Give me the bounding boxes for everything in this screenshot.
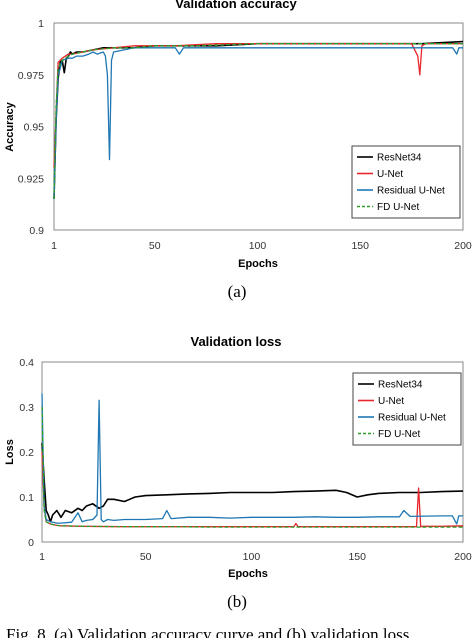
- chart-b-x-tick-label: 200: [454, 551, 472, 563]
- chart-a-x-tick-label: 100: [249, 240, 267, 252]
- chart-b-x-ticks: 1 50 100 150 200: [39, 551, 472, 563]
- chart-b-y-axis-label: Loss: [4, 439, 16, 465]
- chart-a-series-fd-u-net: [53, 43, 463, 199]
- chart-a-x-tick-label: 200: [454, 240, 472, 252]
- chart-b-y-ticks: 0 0.1 0.2 0.3 0.4: [19, 357, 34, 549]
- chart-a-plot-area: [53, 22, 464, 231]
- sub-label-b: (b): [227, 592, 247, 611]
- chart-b-series-residual-u-net: [41, 393, 463, 525]
- chart-b-title: Validation loss: [190, 334, 281, 349]
- chart-a-legend: ResNet34 U-Net Residual U-Net FD U-Net: [351, 145, 461, 219]
- chart-a-y-tick-label: 0.9: [29, 225, 44, 237]
- chart-a-x-ticks: 1 50 100 150 200: [51, 240, 472, 252]
- chart-b-y-tick-label: 0.1: [19, 492, 34, 504]
- sub-label-a: (a): [228, 282, 247, 301]
- chart-a-y-tick-label: 0.975: [18, 70, 44, 82]
- chart-a-x-tick-label: 50: [149, 240, 161, 252]
- chart-a-y-axis-label: Accuracy: [4, 101, 16, 151]
- chart-b-x-tick-label: 50: [140, 551, 152, 563]
- chart-b-legend-label: FD U-Net: [378, 429, 420, 440]
- chart-a-legend-label: U-Net: [377, 169, 403, 180]
- chart-a-x-tick-label: 1: [51, 240, 57, 252]
- chart-b-x-axis-label: Epochs: [228, 568, 268, 580]
- chart-a-series: [53, 40, 464, 199]
- chart-b-legend-box: [352, 372, 462, 446]
- chart-b-legend-label: Residual U-Net: [378, 413, 446, 424]
- chart-b-series-fd-u-net: [41, 406, 463, 528]
- chart-b-series: [41, 393, 464, 528]
- chart-b-legend: ResNet34 U-Net Residual U-Net FD U-Net: [352, 372, 462, 446]
- chart-b-series-resnet34: [41, 442, 464, 523]
- chart-a-legend-label: FD U-Net: [377, 202, 419, 213]
- chart-a-x-axis-label: Epochs: [238, 258, 278, 270]
- chart-b-y-tick-label: 0: [28, 537, 34, 549]
- chart-a-series-residual-u-net: [53, 47, 463, 199]
- chart-b-y-tick-label: 0.2: [19, 447, 34, 459]
- chart-b-x-tick-label: 100: [243, 551, 261, 563]
- chart-a-y-tick-label: 0.95: [24, 122, 45, 134]
- chart-b-x-tick-label: 150: [348, 551, 366, 563]
- chart-b-x-tick-label: 1: [39, 551, 45, 563]
- chart-b-y-tick-label: 0.3: [19, 402, 34, 414]
- figure-caption: Fig. 8. (a) Validation accuracy curve an…: [6, 625, 409, 638]
- chart-a-y-ticks: 0.9 0.925 0.95 0.975 1: [18, 18, 44, 237]
- chart-b-legend-label: U-Net: [378, 396, 404, 407]
- chart-a-legend-label: Residual U-Net: [377, 186, 445, 197]
- chart-a-x-tick-label: 150: [351, 240, 369, 252]
- chart-a-legend-label: ResNet34: [377, 153, 422, 164]
- chart-b-y-tick-label: 0.4: [19, 357, 34, 369]
- chart-a-y-tick-label: 1: [38, 18, 44, 30]
- chart-a-title: Validation accuracy: [175, 0, 297, 11]
- chart-b-legend-label: ResNet34: [378, 380, 423, 391]
- chart-a-y-tick-label: 0.925: [18, 173, 44, 185]
